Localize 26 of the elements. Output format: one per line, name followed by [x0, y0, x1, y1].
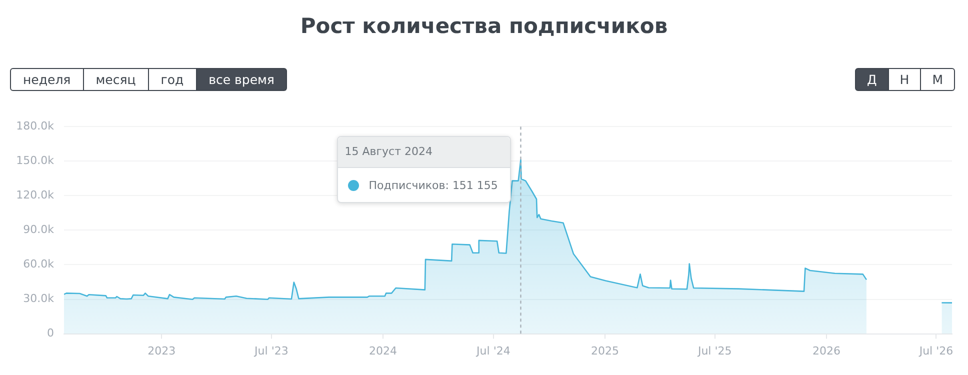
tooltip-panel: 15 Август 2024 Подписчиков: 151 155 [336, 136, 511, 203]
y-tick-label: 0 [47, 326, 54, 340]
x-tick-label: 2023 [148, 344, 176, 358]
x-tick-label: 2024 [369, 344, 398, 358]
scale-button[interactable]: М [921, 68, 955, 91]
y-tick-label: 30.0k [23, 292, 55, 306]
x-tick-label: 2026 [812, 344, 840, 358]
period-button[interactable]: год [148, 68, 197, 91]
y-tick-label: 180.0k [16, 119, 55, 132]
scale-button[interactable]: Н [888, 68, 922, 91]
period-button[interactable]: месяц [84, 68, 149, 91]
x-tick-label: Jul '25 [696, 344, 732, 358]
period-button[interactable]: неделя [10, 68, 84, 91]
x-tick-label: 2025 [591, 344, 620, 358]
y-tick-label: 150.0k [16, 154, 55, 167]
x-tick-label: Jul '23 [254, 344, 288, 358]
chart-title: Рост количества подписчиков [299, 14, 669, 38]
x-tick-label: Jul '24 [476, 344, 510, 358]
y-tick-label: 120.0k [16, 188, 55, 202]
annotation: Подписчиков: 151 155 [368, 178, 498, 192]
period-button[interactable]: все время [196, 68, 288, 91]
scale-button[interactable]: Д [855, 68, 889, 91]
y-tick-label: 90.0k [23, 223, 55, 236]
y-tick-label: 60.0k [23, 258, 55, 271]
annotation: 15 Август 2024 [344, 145, 432, 158]
x-tick-label: Jul '26 [918, 344, 954, 358]
